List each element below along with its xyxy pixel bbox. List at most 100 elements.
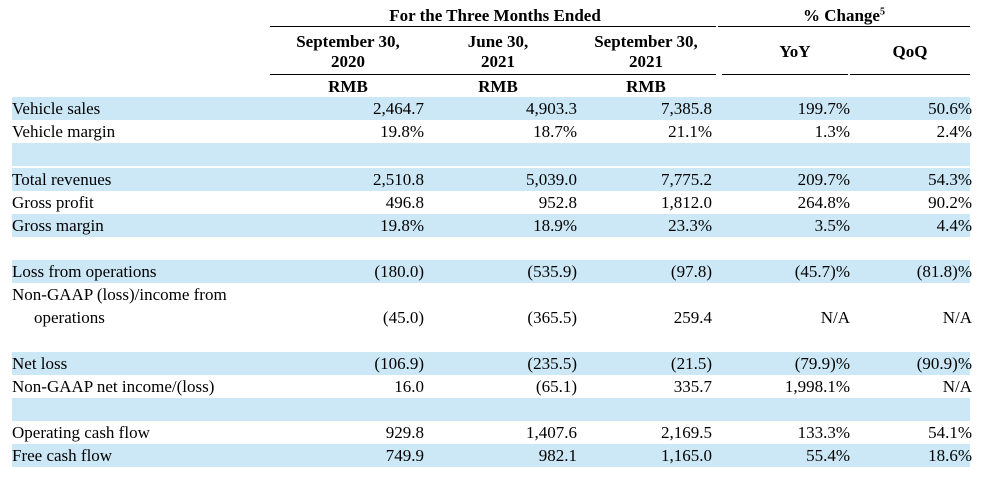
table-row: Free cash flow 749.9 982.1 1,165.0 55.4%… [12, 444, 972, 467]
cell-yoy: 1.3% [814, 122, 850, 141]
period-group-header: For the Three Months Ended [389, 6, 601, 25]
col1-currency: RMB [328, 77, 368, 96]
cell-qoq: (81.8)% [916, 262, 972, 281]
table-row: Non-GAAP (loss)/income from operations (… [12, 283, 972, 329]
spacer-row [12, 143, 970, 166]
table-row: Gross profit 496.8 952.8 1,812.0 264.8% … [12, 191, 972, 214]
cell-q3-2020: (106.9) [374, 354, 424, 373]
table-row: Operating cash flow 929.8 1,407.6 2,169.… [12, 421, 972, 444]
cell-yoy: (45.7)% [794, 262, 850, 281]
col1-year: 2020 [331, 52, 365, 71]
spacer-row [12, 329, 970, 352]
cell-qoq: 2.4% [936, 122, 972, 141]
row-label: Vehicle sales [12, 99, 101, 118]
cell-yoy: 1,998.1% [784, 377, 850, 396]
col1-underline [270, 74, 426, 75]
cell-q2-2021: 18.9% [533, 216, 577, 235]
cell-q3-2020: (180.0) [374, 262, 424, 281]
table-row: Loss from operations (180.0) (535.9) (97… [12, 260, 972, 283]
table-row: Vehicle margin 19.8% 18.7% 21.1% 1.3% 2.… [12, 120, 972, 143]
cell-q2-2021: 5,039.0 [526, 170, 577, 189]
cell-qoq: 54.3% [928, 170, 972, 189]
cell-q3-2021: 335.7 [673, 377, 712, 396]
cell-q3-2020: 19.8% [380, 216, 424, 235]
row-label-continued: operations [34, 308, 105, 327]
cell-q2-2021: 982.1 [538, 446, 577, 465]
yoy-header: YoY [779, 42, 811, 61]
cell-yoy: 3.5% [814, 216, 850, 235]
cell-qoq: 4.4% [936, 216, 972, 235]
period-group-underline [270, 26, 716, 27]
row-label: Non-GAAP (loss)/income from [12, 285, 227, 304]
col2-currency: RMB [478, 77, 518, 96]
table-row: Vehicle sales 2,464.7 4,903.3 7,385.8 19… [12, 97, 972, 120]
cell-q3-2021: 7,775.2 [661, 170, 712, 189]
cell-qoq: (90.9)% [916, 354, 972, 373]
pct-change-underline [718, 26, 970, 27]
col3-date: September 30, [594, 32, 698, 51]
spacer-row [12, 237, 970, 260]
row-label: Loss from operations [12, 262, 157, 281]
cell-q3-2021: 1,812.0 [661, 193, 712, 212]
cell-qoq: N/A [942, 308, 972, 327]
cell-q2-2021: (365.5) [527, 308, 577, 327]
row-label: Operating cash flow [12, 423, 150, 442]
qoq-underline [850, 74, 970, 75]
qoq-header: QoQ [892, 42, 928, 61]
cell-q3-2021: 1,165.0 [661, 446, 712, 465]
yoy-underline [722, 74, 848, 75]
col2-date: June 30, [467, 32, 529, 51]
col2-underline [426, 74, 576, 75]
pct-change-header: % Change5 [718, 6, 970, 26]
cell-q3-2021: 259.4 [673, 308, 712, 327]
row-label: Non-GAAP net income/(loss) [12, 377, 215, 396]
row-label: Free cash flow [12, 446, 113, 465]
cell-yoy: 55.4% [806, 446, 850, 465]
table-row: Net loss (106.9) (235.5) (21.5) (79.9)% … [12, 352, 972, 375]
table-row: Gross margin 19.8% 18.9% 23.3% 3.5% 4.4% [12, 214, 972, 237]
cell-yoy: 209.7% [797, 170, 850, 189]
table-row: Total revenues 2,510.8 5,039.0 7,775.2 2… [12, 168, 972, 191]
cell-q2-2021: 4,903.3 [526, 99, 577, 118]
cell-q3-2021: (97.8) [670, 262, 712, 281]
cell-qoq: N/A [942, 377, 972, 396]
cell-qoq: 50.6% [928, 99, 972, 118]
col3-header: September 30, 2021 [568, 32, 724, 72]
cell-yoy: 264.8% [797, 193, 850, 212]
col3-currency: RMB [626, 77, 666, 96]
cell-yoy: N/A [820, 308, 850, 327]
cell-q2-2021: (65.1) [535, 377, 577, 396]
row-label: Total revenues [12, 170, 112, 189]
cell-q3-2020: (45.0) [382, 308, 424, 327]
cell-qoq: 54.1% [928, 423, 972, 442]
cell-q3-2021: 2,169.5 [661, 423, 712, 442]
cell-q2-2021: 952.8 [538, 193, 577, 212]
row-label: Gross margin [12, 216, 104, 235]
cell-q3-2021: 23.3% [668, 216, 712, 235]
cell-q3-2020: 2,464.7 [373, 99, 424, 118]
table-row: Non-GAAP net income/(loss) 16.0 (65.1) 3… [12, 375, 972, 398]
cell-q2-2021: (235.5) [527, 354, 577, 373]
cell-q3-2021: (21.5) [670, 354, 712, 373]
col3-year: 2021 [629, 52, 663, 71]
spacer-row [12, 398, 970, 421]
col2-year: 2021 [481, 52, 515, 71]
col3-underline [576, 74, 716, 75]
col2-header: June 30, 2021 [420, 32, 576, 72]
cell-q3-2020: 929.8 [385, 423, 424, 442]
cell-q2-2021: 18.7% [533, 122, 577, 141]
row-label: Net loss [12, 354, 68, 373]
cell-qoq: 90.2% [928, 193, 972, 212]
cell-q3-2020: 2,510.8 [373, 170, 424, 189]
pct-change-footnote: 5 [879, 6, 885, 18]
col1-date: September 30, [296, 32, 400, 51]
cell-q3-2021: 21.1% [668, 122, 712, 141]
row-label: Vehicle margin [12, 122, 116, 141]
cell-qoq: 18.6% [928, 446, 972, 465]
col1-header: September 30, 2020 [270, 32, 426, 72]
cell-yoy: 133.3% [797, 423, 850, 442]
pct-change-label: % Change [803, 6, 880, 25]
cell-q2-2021: 1,407.6 [526, 423, 577, 442]
cell-q3-2020: 16.0 [394, 377, 424, 396]
cell-q3-2020: 19.8% [380, 122, 424, 141]
